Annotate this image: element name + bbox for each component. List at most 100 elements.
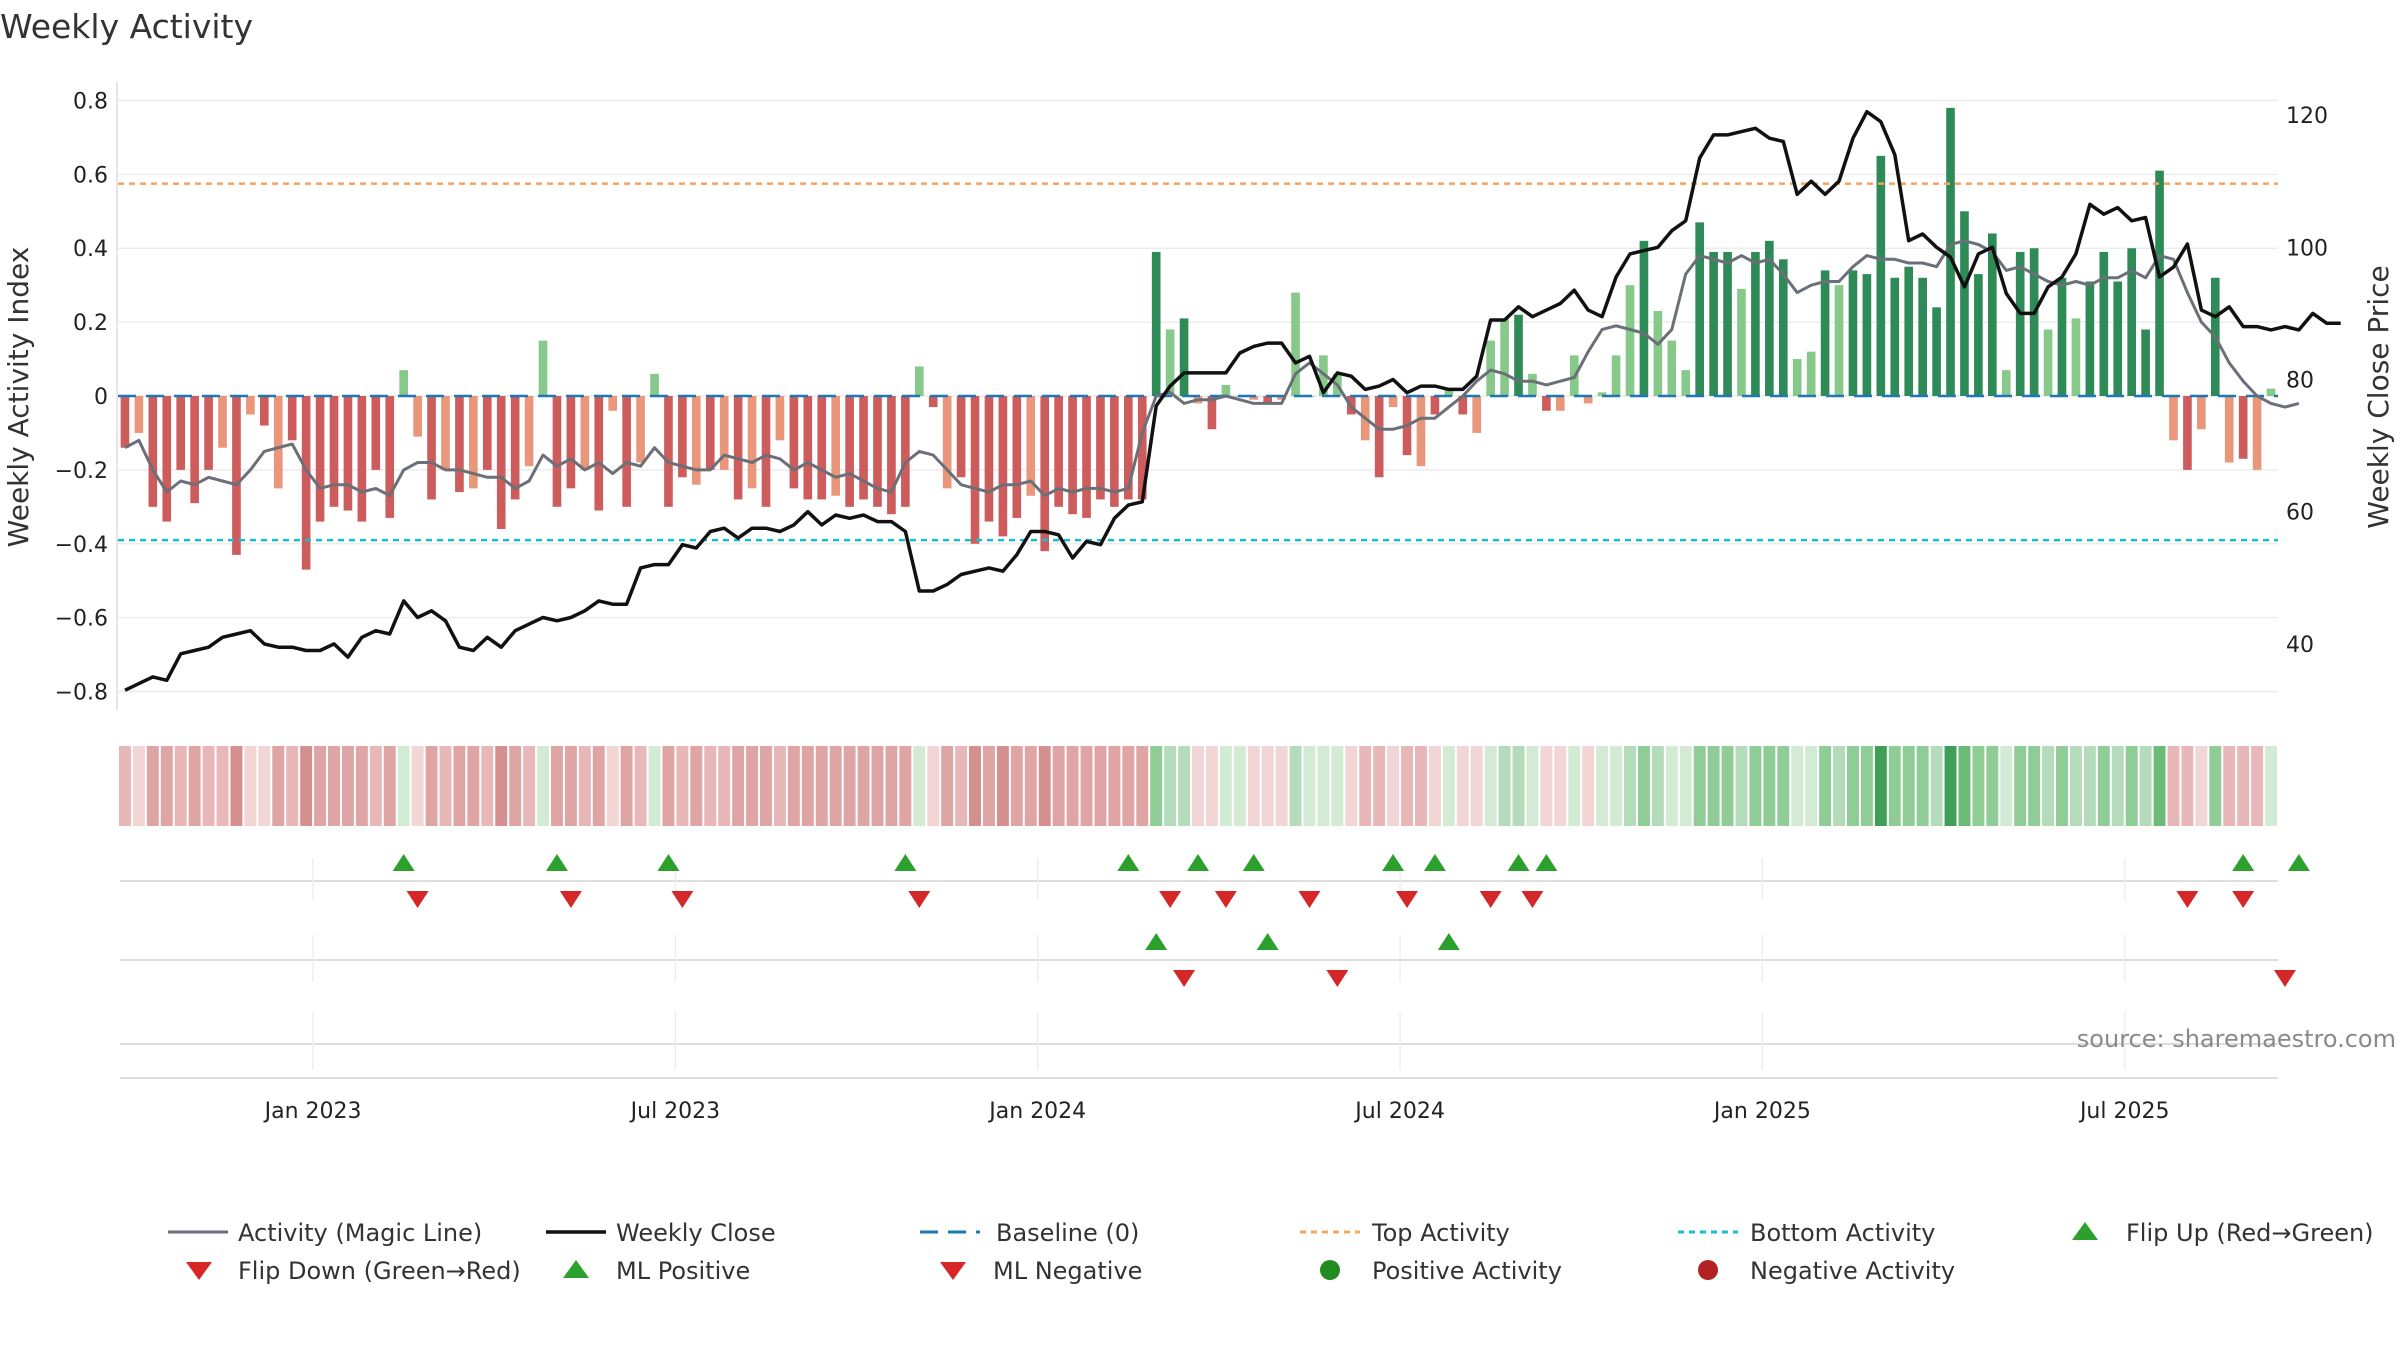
activity-bar bbox=[2043, 329, 2053, 396]
heat-cell bbox=[899, 746, 912, 826]
heat-cell bbox=[2167, 746, 2180, 826]
heat-cell bbox=[955, 746, 968, 826]
flip-down-marker bbox=[1214, 891, 1237, 908]
activity-bar bbox=[1737, 288, 1746, 396]
heat-cell bbox=[1373, 746, 1386, 826]
activity-bar bbox=[1778, 259, 1788, 396]
activity-bar bbox=[1472, 396, 1482, 433]
heat-cell bbox=[871, 746, 884, 826]
heat-cell bbox=[634, 746, 647, 826]
activity-bar bbox=[176, 396, 186, 470]
flip-up-marker bbox=[894, 854, 917, 871]
activity-bar bbox=[998, 396, 1008, 537]
activity-bar bbox=[1263, 396, 1272, 404]
activity-bar bbox=[761, 396, 771, 507]
y-tick-label: −0.8 bbox=[55, 681, 108, 706]
heat-cell bbox=[1554, 746, 1567, 826]
heat-cell bbox=[969, 746, 981, 826]
heat-cell bbox=[1024, 746, 1037, 826]
heat-cell bbox=[2195, 746, 2208, 826]
magic-line-series bbox=[124, 239, 2300, 498]
activity-bar bbox=[1583, 396, 1593, 404]
heat-cell bbox=[1289, 746, 1302, 826]
activity-bar bbox=[1904, 266, 1914, 396]
heat-cell bbox=[2056, 746, 2068, 826]
activity-bar bbox=[1291, 292, 1300, 396]
x-tick-label: Jul 2024 bbox=[1353, 1099, 1445, 1124]
activity-bar bbox=[566, 396, 576, 489]
heat-cell bbox=[564, 746, 577, 826]
flip-up-marker bbox=[1242, 854, 1265, 871]
activity-bar bbox=[1988, 233, 1997, 396]
flip-down-marker bbox=[1396, 891, 1419, 908]
activity-bar bbox=[455, 396, 464, 493]
main-panel: 0.8 0.6 0.4 0.2 0 −0.2 −0.4 −0.6 −0.8 40 60 80 100 1… bbox=[2, 82, 2395, 710]
heat-cell bbox=[843, 746, 856, 826]
heat-cell bbox=[523, 746, 536, 826]
activity-bar bbox=[1834, 285, 1844, 396]
activity-bar bbox=[1946, 107, 1955, 396]
activity-bar bbox=[1765, 240, 1774, 396]
y2-tick-label: 120 bbox=[2286, 104, 2328, 129]
heat-cell bbox=[1665, 746, 1678, 826]
heat-cell bbox=[2139, 746, 2152, 826]
activity-bar bbox=[2113, 281, 2123, 396]
heat-cell bbox=[1749, 746, 1762, 826]
activity-bar bbox=[1597, 392, 1607, 396]
activity-bar bbox=[803, 396, 813, 500]
legend-item-weekly-close: Weekly Close bbox=[546, 1219, 776, 1247]
heat-cell bbox=[1038, 746, 1051, 826]
activity-bar bbox=[692, 396, 701, 485]
heat-cell bbox=[1122, 746, 1135, 826]
activity-bar bbox=[2183, 396, 2192, 470]
activity-bar bbox=[650, 373, 659, 396]
heat-cell bbox=[1317, 746, 1330, 826]
activity-bar bbox=[1723, 251, 1732, 396]
heat-cell bbox=[2069, 746, 2082, 826]
activity-bar bbox=[608, 396, 618, 411]
heat-cell bbox=[592, 746, 605, 826]
activity-bar bbox=[580, 396, 590, 470]
activity-bar bbox=[705, 396, 715, 470]
y-axis-title: Weekly Activity Index bbox=[2, 247, 35, 548]
legend-swatch-flip-up bbox=[2072, 1222, 2098, 1240]
heat-cell bbox=[2125, 746, 2138, 826]
heat-cell bbox=[314, 746, 327, 826]
legend-label-ml-positive: ML Positive bbox=[616, 1257, 750, 1285]
heat-cell bbox=[258, 746, 271, 826]
heat-cell bbox=[1108, 746, 1121, 826]
ml-positive-marker bbox=[1145, 933, 1168, 950]
x-tick-labels: Jan 2023 Jul 2023 Jan 2024 Jul 2024 Jan 2025… bbox=[263, 1099, 2170, 1124]
heat-cell bbox=[119, 746, 131, 826]
heat-cell bbox=[439, 746, 452, 826]
activity-bar bbox=[496, 396, 506, 529]
heat-cell bbox=[662, 746, 675, 826]
heat-cell bbox=[1958, 746, 1971, 826]
activity-bar bbox=[524, 396, 534, 467]
legend-item-bottom-activity: Bottom Activity bbox=[1678, 1219, 1935, 1247]
heat-cell bbox=[1512, 746, 1525, 826]
heat-cell bbox=[216, 746, 229, 826]
heat-cell bbox=[453, 746, 466, 826]
flip-up-marker bbox=[1507, 854, 1530, 871]
flip-up-marker bbox=[1535, 854, 1558, 871]
activity-bar bbox=[2197, 396, 2206, 430]
heat-cell bbox=[1484, 746, 1497, 826]
heat-cell bbox=[230, 746, 243, 826]
activity-bar bbox=[1082, 396, 1091, 518]
activity-bar bbox=[1918, 277, 1927, 396]
heat-cell bbox=[829, 746, 842, 826]
activity-bar bbox=[427, 396, 436, 500]
heat-cell bbox=[801, 746, 814, 826]
x-tick-label: Jan 2023 bbox=[263, 1099, 362, 1124]
legend-swatch-positive-activity bbox=[1320, 1260, 1340, 1280]
activity-bar bbox=[2001, 370, 2011, 396]
heat-cell bbox=[1902, 746, 1915, 826]
heat-cell bbox=[1972, 746, 1985, 826]
y-tick-labels: 0.8 0.6 0.4 0.2 0 −0.2 −0.4 −0.6 −0.8 bbox=[55, 89, 108, 705]
flip-markers bbox=[392, 854, 2310, 908]
heat-cell bbox=[1763, 746, 1776, 826]
activity-bar bbox=[1820, 270, 1830, 396]
activity-bar bbox=[901, 396, 910, 507]
legend-label-baseline: Baseline (0) bbox=[996, 1219, 1139, 1247]
